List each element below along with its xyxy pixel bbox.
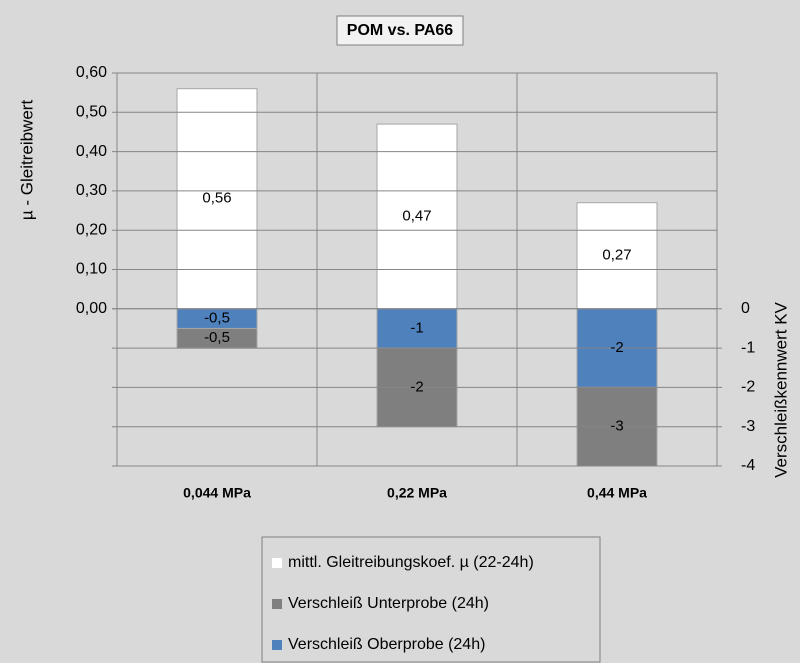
y2-tick-label: -3 [741, 418, 755, 435]
bar [576, 202, 658, 310]
y2-tick-label: -4 [741, 457, 755, 474]
data-label: -0,5 [204, 329, 230, 346]
y2-tick-label: -1 [741, 339, 755, 356]
legend-label: Verschleiß Unterprobe (24h) [288, 595, 489, 612]
y-tick-label: 0,10 [76, 261, 107, 278]
x-tick-label: 0,44 MPa [587, 485, 647, 501]
legend-box [261, 536, 601, 663]
legend-label: mittl. Gleitreibungskoef. µ (22-24h) [288, 554, 534, 571]
y-tick-label: 0,40 [76, 143, 107, 160]
x-tick-label: 0,22 MPa [387, 485, 447, 501]
data-label: -0,5 [204, 310, 230, 327]
data-label: 0,56 [202, 190, 231, 207]
legend-label: Verschleiß Oberprobe (24h) [288, 636, 485, 653]
legend-swatch [272, 599, 282, 609]
data-label: -2 [410, 378, 423, 395]
data-label: 0,27 [602, 247, 631, 264]
y2-axis-title: Verschleißkennwert KV [771, 301, 790, 477]
y-tick-label: 0,60 [76, 64, 107, 81]
data-label: 0,47 [402, 207, 431, 224]
y-axis-title: µ - Gleitreibwert [17, 100, 36, 221]
y-tick-label: 0,20 [76, 221, 107, 238]
y-tick-label: 0,50 [76, 104, 107, 121]
bar [176, 88, 258, 310]
title-box [336, 15, 464, 46]
bar [376, 123, 458, 310]
data-label: -3 [610, 418, 623, 435]
chart-title: POM vs. PA66 [347, 22, 454, 39]
y-tick-label: 0,00 [76, 300, 107, 317]
y-tick-label: 0,30 [76, 182, 107, 199]
x-tick-label: 0,044 MPa [183, 485, 251, 501]
y2-tick-label: 0 [741, 300, 750, 317]
legend-swatch [272, 558, 282, 568]
legend-swatch [272, 640, 282, 650]
y2-tick-label: -2 [741, 379, 755, 396]
data-label: -2 [610, 339, 623, 356]
data-label: -1 [410, 319, 423, 336]
